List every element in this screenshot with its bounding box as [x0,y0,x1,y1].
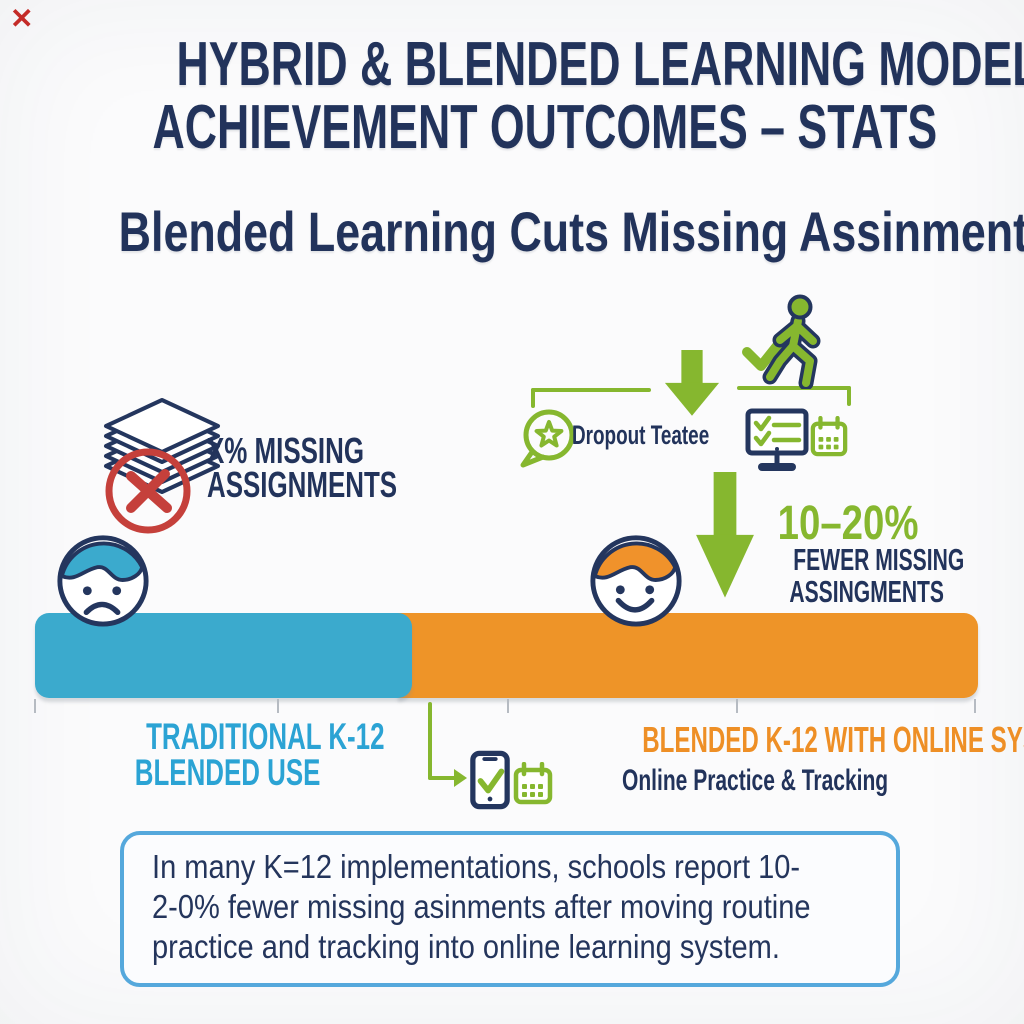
stacked-assignments-crossed-out-icon [100,396,240,546]
sad-face-icon [54,530,152,633]
result-value: 10–20% [777,497,919,550]
dropout-label: Dropout Teatee [572,420,710,450]
connector-arrowhead [454,769,467,787]
bar-segment-blended [398,613,978,698]
axis-tick [507,699,509,713]
label-blended: BLENDED K-12 WITH ONLINE SYSTEM [642,719,1024,760]
page-title-line2: ACHIEVEMENT OUTCOMES – STATS [152,93,938,162]
walking-student-check-icon [737,294,837,394]
bracket-line-left [531,388,651,392]
callout-text-line3: practice and tracking into online learni… [152,928,780,965]
down-arrow-icon [663,350,721,423]
bracket-corner-right [847,386,851,406]
callout-text-line1: In many K=12 implementations, schools re… [152,848,801,885]
page-subtitle: Blended Learning Cuts Missing Assinments… [118,200,1024,263]
axis-tick [974,699,976,713]
calendar-icon [810,415,848,463]
missing-assignments-stat: X% MISSING ASSIGNMENTS [207,430,398,505]
connector-line-vertical [428,702,432,780]
calendar-icon [513,761,553,811]
axis-tick [277,699,279,713]
down-arrow-icon [694,472,756,607]
result-label: FEWER MISSING ASSINGMENTS [789,542,965,609]
bracket-corner-left [531,388,535,408]
label-traditional: TRADITIONAL K-12 BLENDED USE [134,716,385,793]
callout-text-line2: 2-0% fewer missing asinments after movin… [152,888,811,925]
axis-tick [34,699,36,713]
page-title-line1: HYBRID & BLENDED LEARNING MODELS: [176,30,1024,99]
corner-x-icon: ✕ [10,3,34,34]
axis-tick [736,699,738,713]
bar-segment-traditional [35,613,412,698]
bracket-line-right [737,386,851,390]
happy-face-icon [587,530,685,633]
phone-check-icon [470,750,510,815]
callout-box: In many K=12 implementations, schools re… [120,831,900,987]
label-online-practice: Online Practice & Tracking [622,764,889,797]
monitor-checklist-icon [745,408,811,481]
speech-bubble-star-icon [516,406,580,475]
connector-line-horizontal [428,776,456,780]
